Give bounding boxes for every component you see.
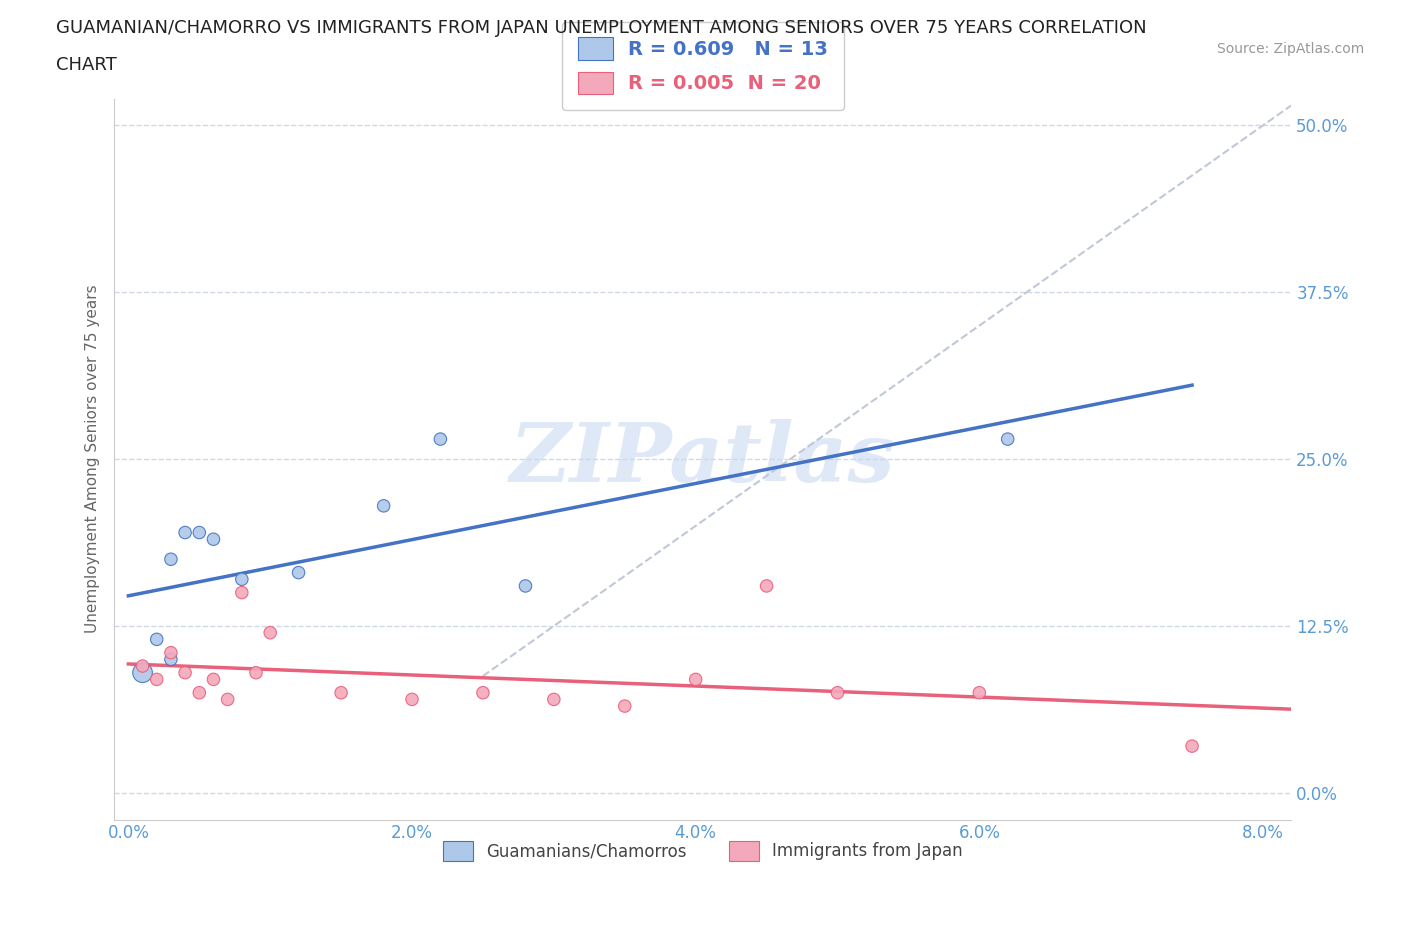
Point (685, 672, 707, 687)
Point (231, 572, 253, 587)
Point (245, 665, 267, 680)
Point (997, 432, 1019, 446)
Point (188, 685, 211, 700)
Point (160, 551, 183, 566)
Point (471, 685, 494, 700)
Point (202, 532, 225, 547)
Point (259, 625, 281, 640)
Point (969, 685, 991, 700)
Point (131, 665, 153, 680)
Legend: Guamanians/Chamorros, Immigrants from Japan: Guamanians/Chamorros, Immigrants from Ja… (434, 833, 970, 869)
Text: Source: ZipAtlas.com: Source: ZipAtlas.com (1216, 42, 1364, 56)
Y-axis label: Unemployment Among Seniors over 75 years: Unemployment Among Seniors over 75 years (86, 285, 100, 633)
Point (145, 631, 167, 646)
Point (1181, 738, 1204, 753)
Point (231, 585, 253, 600)
Point (188, 525, 211, 540)
Point (202, 672, 225, 687)
Point (330, 685, 353, 700)
Point (429, 432, 451, 446)
Point (755, 578, 778, 593)
Point (174, 665, 197, 680)
Point (287, 565, 309, 580)
Text: ZIPatlas: ZIPatlas (510, 419, 896, 499)
Point (515, 578, 537, 593)
Point (373, 498, 395, 513)
Point (827, 685, 849, 700)
Point (131, 658, 153, 673)
Point (160, 652, 183, 667)
Point (160, 645, 183, 660)
Point (145, 672, 167, 687)
Text: GUAMANIAN/CHAMORRO VS IMMIGRANTS FROM JAPAN UNEMPLOYMENT AMONG SENIORS OVER 75 Y: GUAMANIAN/CHAMORRO VS IMMIGRANTS FROM JA… (56, 19, 1147, 36)
Point (217, 692, 239, 707)
Point (613, 698, 636, 713)
Point (401, 692, 423, 707)
Point (174, 525, 197, 540)
Text: CHART: CHART (56, 56, 117, 73)
Point (543, 692, 565, 707)
